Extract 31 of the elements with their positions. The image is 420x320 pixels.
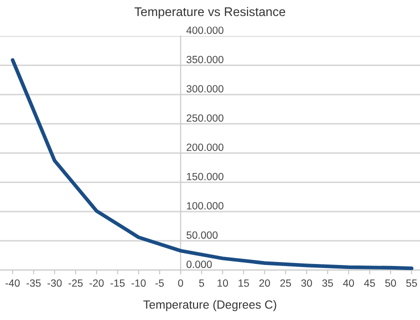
x-tick-label: -15 [110, 279, 125, 287]
y-tick-label: 400.000 [186, 26, 224, 34]
y-tick-label: 200.000 [186, 144, 224, 151]
x-tick-label: 0 [178, 279, 184, 287]
x-tick-label: -40 [6, 279, 20, 287]
x-tick-label: 35 [322, 279, 333, 287]
x-tick-label: -35 [26, 279, 41, 287]
x-tick-label: 5 [199, 279, 204, 287]
y-tick-label: 300.000 [186, 85, 224, 92]
chart-title: Temperature vs Resistance [134, 6, 286, 19]
x-tick-label: 25 [280, 279, 291, 287]
x-tick-label: 55 [406, 279, 417, 287]
y-tick-label: 100.000 [186, 202, 224, 210]
y-tick-label: 50.000 [186, 231, 218, 239]
x-tick-label: -20 [90, 279, 104, 287]
y-tick-label: 250.000 [186, 114, 224, 122]
y-tick-label: 150.000 [186, 172, 224, 180]
x-tick-label: 15 [238, 279, 249, 287]
x-tick-label: 40 [343, 279, 354, 287]
x-tick-label: -10 [132, 279, 146, 287]
x-tick-label: -30 [48, 279, 62, 287]
x-tick-label: 10 [218, 279, 228, 287]
y-tick-label: 0.000 [186, 260, 212, 268]
x-tick-label: 50 [385, 279, 396, 287]
y-tick-label: 350.000 [186, 56, 224, 64]
x-axis-title: Temperature (Degrees C) [143, 300, 276, 312]
x-tick-label: 20 [259, 279, 270, 287]
x-tick-label: 30 [301, 279, 312, 287]
x-tick-label: -25 [68, 279, 83, 287]
x-tick-label: -5 [155, 279, 164, 287]
x-tick-label: 45 [364, 279, 375, 287]
